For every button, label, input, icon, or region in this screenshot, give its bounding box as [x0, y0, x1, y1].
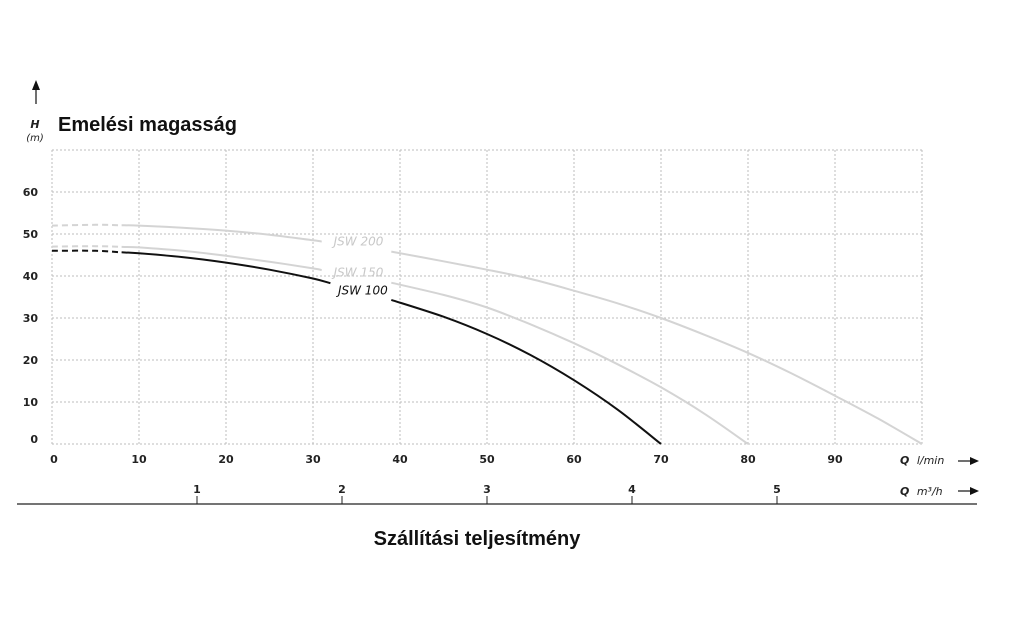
series-jsw-200 [51, 223, 923, 445]
series-line [390, 298, 662, 445]
x-axis-secondary-label: Q m³/h [900, 482, 943, 499]
x-axis-secondary-arrow-icon [958, 487, 979, 495]
x-tick-label: 40 [392, 453, 408, 466]
series-line-dashed [51, 245, 122, 248]
grid [51, 149, 923, 445]
y-axis-arrow-icon [32, 80, 40, 104]
series-line-dashed [51, 249, 122, 254]
secondary-tick-label: 3 [483, 483, 491, 496]
series-line [121, 224, 322, 243]
series-line-dashed [51, 223, 122, 227]
x-axis-title: Szállítási teljesítmény [374, 528, 582, 550]
y-tick-label: 40 [23, 270, 39, 283]
x-tick-label: 30 [305, 453, 321, 466]
series-labels: JSW 200 JSW 150 JSW 100 [332, 235, 388, 298]
series-line [391, 281, 749, 445]
x-tick-label: 80 [740, 453, 756, 466]
y-axis-symbol: H [30, 118, 39, 131]
secondary-tick-label: 2 [338, 483, 346, 496]
x-tick-label: 0 [50, 453, 58, 466]
x-axis-primary-arrow-icon [958, 457, 979, 465]
x-tick-label: 10 [131, 453, 147, 466]
series-jsw-150 [51, 245, 749, 445]
x-tick-label: 70 [653, 453, 669, 466]
x-tick-label: 60 [566, 453, 582, 466]
secondary-tick-label: 1 [193, 483, 201, 496]
series-label-jsw-200: JSW 200 [332, 235, 384, 249]
y-tick-label: 50 [23, 228, 39, 241]
x-tick-labels: 0 10 20 30 40 50 60 70 80 90 [50, 453, 843, 466]
x-axis-primary-label: Q l/min [900, 451, 944, 468]
y-axis-unit: (m) [26, 133, 44, 144]
series-curves [51, 223, 923, 445]
y-tick-label: 60 [23, 186, 39, 199]
series-label-jsw-100: JSW 100 [336, 284, 388, 298]
y-tick-label: 30 [23, 312, 39, 325]
x-axis-primary-symbol: Q [900, 454, 909, 467]
series-line [391, 250, 923, 445]
x-axis-secondary-symbol: Q [900, 485, 909, 498]
x-axis-secondary-unit: m³/h [917, 485, 943, 498]
series-label-jsw-150: JSW 150 [332, 265, 384, 279]
y-tick-label: 10 [23, 396, 39, 409]
chart-title: Emelési magasság [58, 114, 237, 136]
x-axis-primary-unit: l/min [917, 454, 945, 467]
x-tick-label: 90 [827, 453, 843, 466]
secondary-tick-label: 5 [773, 483, 781, 496]
y-tick-labels: 0 10 20 30 40 50 60 [23, 186, 39, 446]
x-tick-label: 20 [218, 453, 234, 466]
x-tick-label: 50 [479, 453, 495, 466]
series-jsw-100 [51, 249, 662, 445]
secondary-tick-label: 4 [628, 483, 636, 496]
secondary-tick-labels: 1 2 3 4 5 [193, 483, 781, 504]
series-line [121, 251, 331, 285]
y-tick-label: 20 [23, 354, 39, 367]
series-line [121, 245, 322, 272]
y-tick-label: 0 [30, 433, 38, 446]
